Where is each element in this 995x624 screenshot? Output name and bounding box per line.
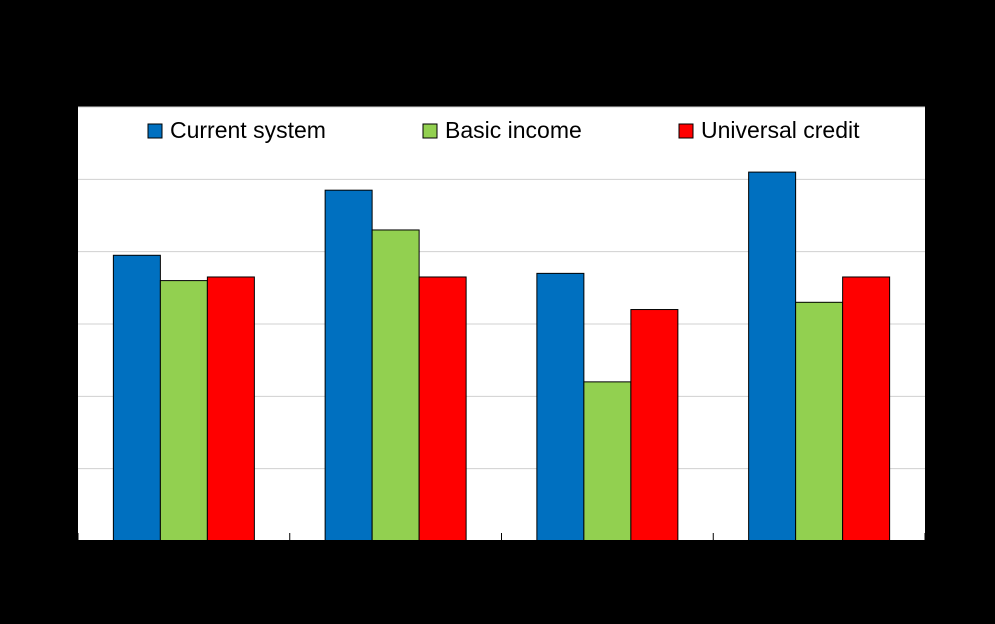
bar <box>324 189 373 542</box>
bar <box>371 229 420 542</box>
bar <box>159 280 208 542</box>
bar <box>630 309 679 542</box>
bar <box>748 171 797 542</box>
legend-swatch <box>678 123 694 139</box>
bar <box>418 276 467 542</box>
bar <box>583 381 632 542</box>
legend-swatch <box>422 123 438 139</box>
bar <box>206 276 255 542</box>
bar <box>842 276 891 542</box>
bar <box>536 272 585 542</box>
bar <box>112 254 161 542</box>
legend-label: Universal credit <box>701 117 860 143</box>
bar <box>795 301 844 542</box>
legend-label: Basic income <box>445 117 582 143</box>
legend-label: Current system <box>170 117 326 143</box>
legend-swatch <box>147 123 163 139</box>
